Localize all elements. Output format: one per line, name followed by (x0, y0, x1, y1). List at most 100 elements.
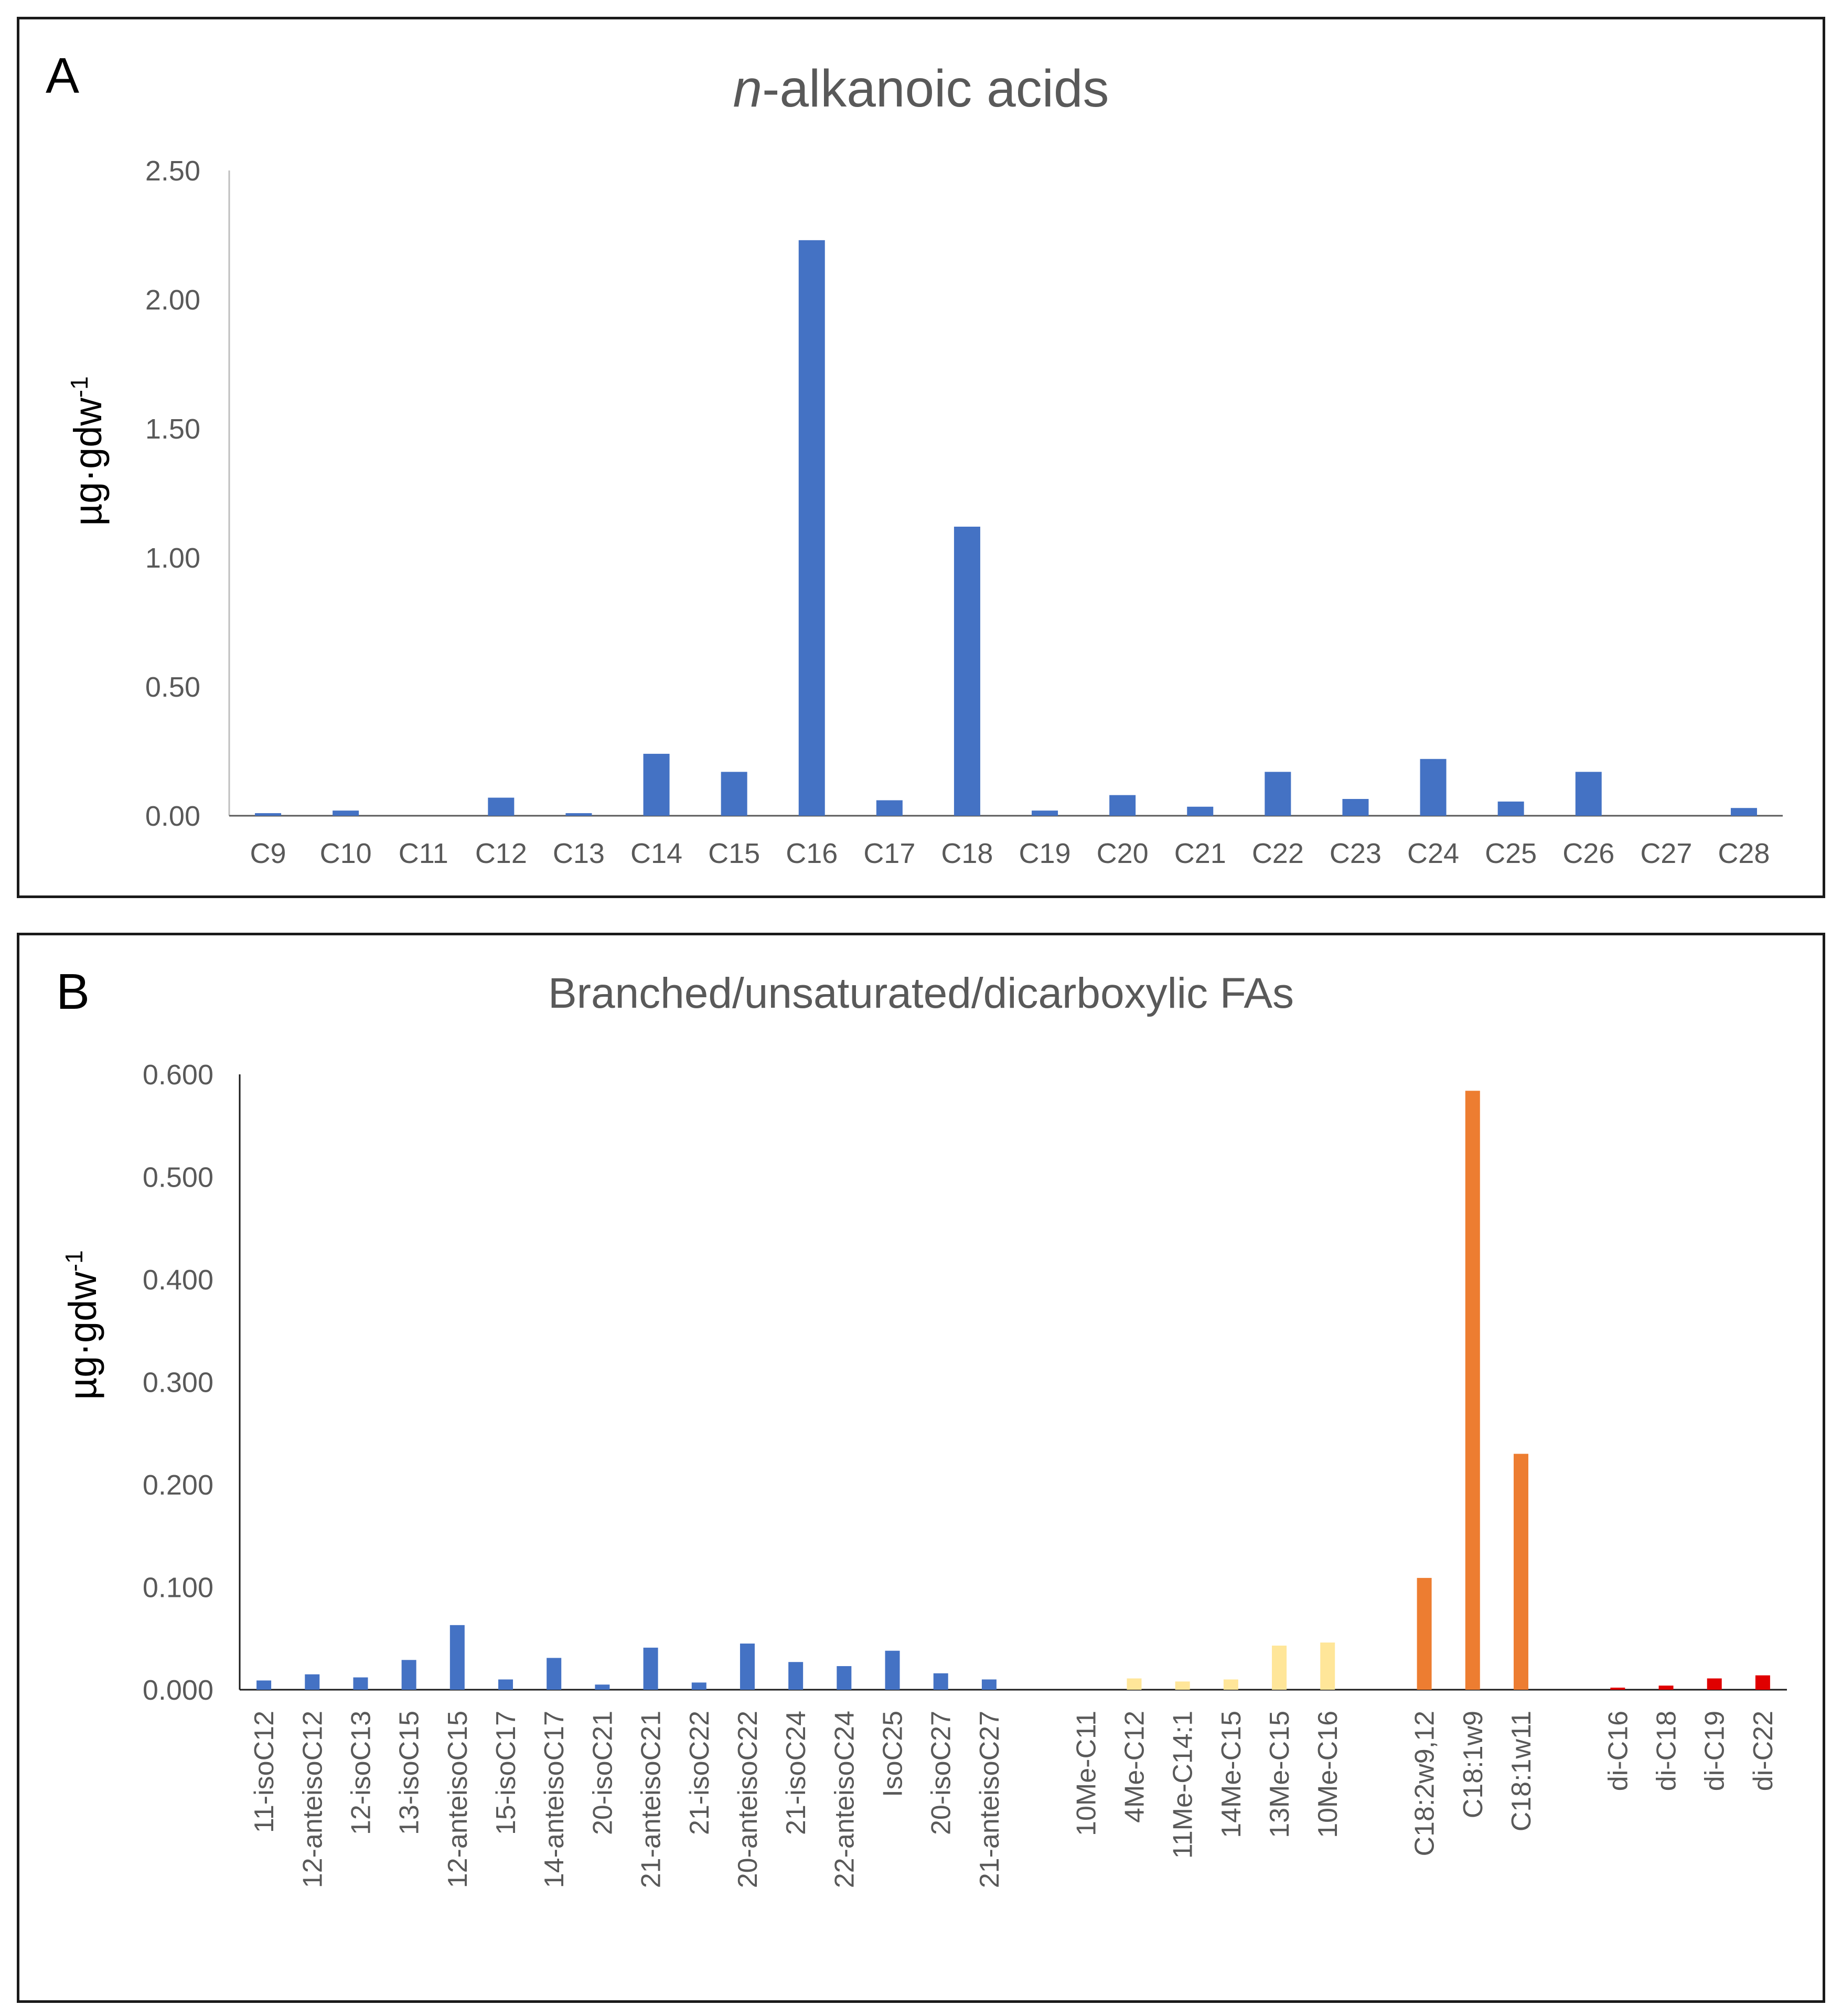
y-tick-label: 0.300 (143, 1367, 213, 1399)
x-tick-label: C17 (863, 838, 915, 869)
x-tick-label: IsoC25 (878, 1711, 908, 1797)
bar (565, 813, 592, 816)
bar (305, 1674, 320, 1690)
bar (1265, 772, 1291, 816)
chart-a-title-rest: -alkanoic acids (762, 59, 1109, 118)
x-tick-label: 20-anteisoC22 (733, 1711, 763, 1888)
x-tick-label: C24 (1407, 838, 1459, 869)
bar (954, 526, 980, 816)
bar (643, 753, 670, 816)
x-tick-label: C11 (399, 838, 448, 869)
x-tick-label: 15-isoC17 (491, 1711, 521, 1835)
x-tick-label: 21-anteisoC27 (974, 1711, 1005, 1888)
bar (1513, 1454, 1528, 1690)
bar (333, 810, 359, 816)
bar (449, 1625, 465, 1690)
bar (401, 1660, 416, 1690)
x-tick-label: C20 (1097, 838, 1149, 869)
panel-b: B Branched/unsaturated/dicarboxylic FAs … (17, 933, 1825, 2003)
x-tick-label: 20-isoC27 (926, 1711, 957, 1835)
y-tick-label: 0.600 (143, 1059, 213, 1091)
bar (885, 1650, 900, 1690)
bar (1109, 795, 1136, 816)
bar (1127, 1678, 1142, 1690)
y-tick-label: 0.100 (143, 1572, 213, 1604)
x-tick-label: 14Me-C15 (1216, 1711, 1247, 1838)
bar (798, 240, 825, 816)
x-tick-label: C25 (1485, 838, 1537, 869)
x-tick-label: C9 (250, 838, 286, 869)
x-tick-label: 4Me-C12 (1119, 1711, 1150, 1823)
bar (788, 1662, 804, 1690)
x-tick-label: di-C18 (1652, 1711, 1682, 1791)
bar (547, 1658, 562, 1690)
x-tick-label: 12-anteisoC15 (443, 1711, 473, 1888)
y-tick-label: 0.500 (143, 1162, 213, 1193)
x-tick-label: 12-isoC13 (346, 1711, 376, 1835)
x-tick-label: 10Me-C16 (1313, 1711, 1343, 1838)
bar (498, 1679, 513, 1690)
x-tick-label: C15 (708, 838, 760, 869)
bar (1032, 810, 1058, 816)
x-tick-label: di-C16 (1603, 1711, 1633, 1791)
x-tick-label: 11Me-C14:1 (1168, 1711, 1198, 1859)
bar (488, 797, 515, 816)
bar (1223, 1679, 1238, 1690)
bar (933, 1673, 948, 1690)
chart-a-plot: 0.00 0.50 1.00 1.50 2.00 2.50 C9 C10 C11 C12 C13 C1… (145, 155, 1783, 869)
chart-b-title: Branched/unsaturated/dicarboxylic FAs (548, 969, 1294, 1017)
x-tick-label: C27 (1640, 838, 1692, 869)
y-tick-label: 2.00 (145, 284, 200, 316)
chart-a-title: n-alkanoic acids (19, 62, 1823, 115)
panel-b-letter: B (56, 964, 90, 1020)
bar (740, 1644, 755, 1690)
x-tick-label: C10 (320, 838, 372, 869)
bar (691, 1682, 706, 1690)
bar (595, 1684, 610, 1690)
y-tick-label: 0.50 (145, 671, 200, 703)
bar (876, 800, 903, 816)
bar (353, 1677, 368, 1690)
y-tick-label: 1.00 (145, 542, 200, 574)
bar (1575, 772, 1602, 816)
bar (721, 772, 747, 816)
bar (1658, 1686, 1674, 1690)
x-tick-label: C23 (1330, 838, 1382, 869)
y-tick-label: 0.00 (145, 801, 200, 832)
bar (1755, 1675, 1770, 1690)
x-tick-label: 22-anteisoC24 (829, 1711, 860, 1888)
bar (1342, 799, 1369, 816)
x-tick-label: C28 (1718, 838, 1770, 869)
x-tick-label: 10Me-C11 (1071, 1711, 1101, 1836)
chart-b-plot: 0.000 0.100 0.200 0.300 0.400 0.500 0.600 11-is… (143, 1059, 1787, 1888)
bar (1175, 1681, 1190, 1690)
y-tick-label: 0.000 (143, 1674, 213, 1706)
bar (255, 813, 282, 816)
x-tick-label: C18:1w11 (1506, 1711, 1537, 1831)
panel-a: A n-alkanoic acids µg·gdw-1 0.00 0.50 1.00… (17, 17, 1825, 898)
x-tick-label: 20-isoC21 (587, 1711, 618, 1835)
chart-a-title-italic: n (733, 59, 763, 118)
x-tick-label: di-C22 (1748, 1711, 1779, 1791)
x-tick-label: 21-anteisoC21 (636, 1711, 667, 1888)
x-tick-label: 21-isoC24 (781, 1711, 811, 1835)
x-tick-label: C18:1w9 (1458, 1711, 1488, 1818)
x-tick-label: C18 (941, 838, 993, 869)
x-tick-label: C19 (1019, 838, 1071, 869)
bar (1610, 1688, 1625, 1690)
x-tick-label: C14 (630, 838, 682, 869)
bar (256, 1680, 272, 1690)
x-tick-label: 21-isoC22 (684, 1711, 715, 1835)
x-tick-label: 12-anteisoC12 (297, 1711, 328, 1888)
bar (643, 1647, 658, 1690)
y-tick-label: 0.200 (143, 1469, 213, 1501)
x-tick-label: C22 (1252, 838, 1304, 869)
x-tick-label: 13Me-C15 (1265, 1711, 1295, 1838)
x-tick-label: C21 (1174, 838, 1226, 869)
x-tick-label: 13-isoC15 (394, 1711, 425, 1835)
bar (1187, 806, 1214, 816)
bar (981, 1679, 997, 1690)
y-tick-label: 1.50 (145, 413, 200, 445)
bar (1272, 1645, 1287, 1690)
bar (1420, 759, 1447, 816)
